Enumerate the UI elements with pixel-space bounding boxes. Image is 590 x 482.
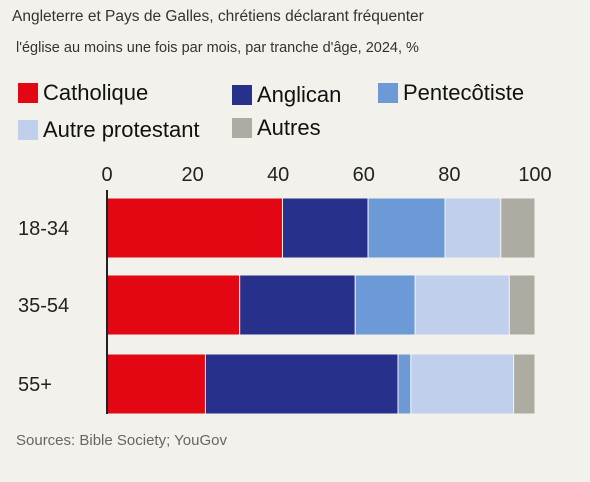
legend-swatch-pentecotiste — [378, 83, 398, 103]
legend-label-anglican: Anglican — [257, 82, 342, 107]
bar-segment — [508, 274, 536, 336]
chart-subtitle: l'église au moins une fois par mois, par… — [16, 40, 419, 56]
legend-label-autres: Autres — [257, 115, 321, 140]
legend-swatch-anglican — [232, 85, 252, 105]
bar-segment — [204, 353, 399, 415]
bar-segment — [239, 274, 356, 336]
bar-segment — [106, 353, 206, 415]
legend-swatch-autre-protestant — [18, 120, 38, 140]
legend-item-autre-protestant: Autre protestant — [18, 117, 200, 143]
x-tick-label: 20 — [181, 164, 203, 186]
legend-item-pentecotiste: Pentecôtiste — [378, 80, 524, 106]
chart-title: Angleterre et Pays de Galles, chrétiens … — [12, 8, 424, 25]
bar-segment — [281, 197, 369, 259]
bar-segment — [367, 197, 446, 259]
bar-segment — [397, 353, 412, 415]
legend-swatch-catholique — [18, 83, 38, 103]
x-tick-label: 100 — [518, 164, 551, 186]
legend-label-pentecotiste: Pentecôtiste — [403, 80, 525, 105]
category-label: 35-54 — [18, 295, 69, 317]
x-tick-label: 80 — [438, 164, 460, 186]
bar-segment — [410, 353, 515, 415]
legend-item-autres: Autres — [232, 115, 321, 141]
bar-segment — [106, 274, 241, 336]
bar-segment — [414, 274, 510, 336]
legend-label-autre-protestant: Autre protestant — [43, 117, 200, 142]
bar-segment — [513, 353, 536, 415]
x-tick-label: 40 — [267, 164, 289, 186]
category-label: 55+ — [18, 374, 52, 396]
legend-label-catholique: Catholique — [43, 80, 149, 105]
legend-item-catholique: Catholique — [18, 80, 148, 106]
bar-segment — [354, 274, 416, 336]
source-note: Sources: Bible Society; YouGov — [16, 432, 227, 449]
x-tick-label: 60 — [353, 164, 375, 186]
legend-swatch-autres — [232, 118, 252, 138]
bar-segment — [444, 197, 502, 259]
bar-segment — [106, 197, 283, 259]
legend-item-anglican: Anglican — [232, 82, 341, 108]
x-tick-label: 0 — [101, 164, 112, 186]
category-label: 18-34 — [18, 218, 69, 240]
bar-segment — [500, 197, 536, 259]
